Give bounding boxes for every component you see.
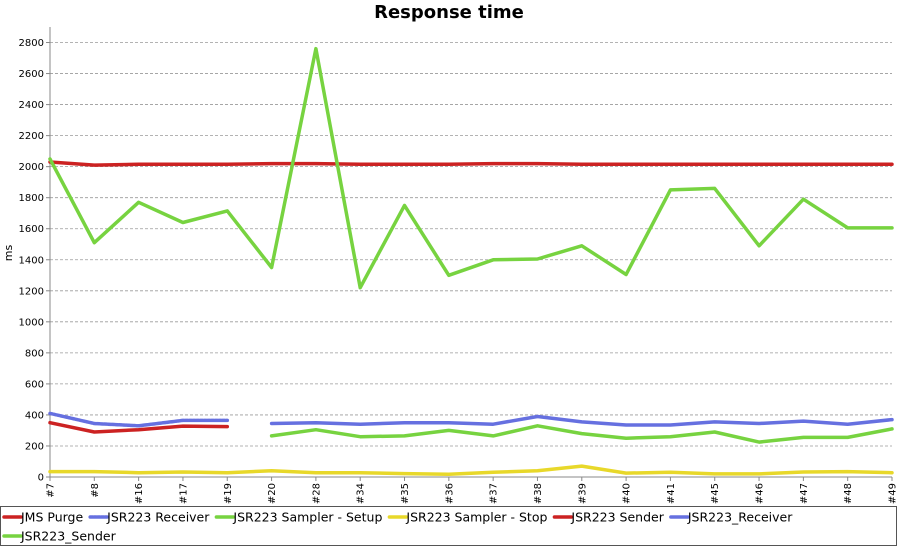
legend-label: JSR223 Receiver bbox=[106, 510, 210, 525]
y-tick-label: 2000 bbox=[19, 162, 44, 173]
legend-label: JSR223 Sampler - Stop bbox=[405, 510, 547, 525]
legend-item: JMS Purge bbox=[2, 510, 83, 525]
legend-item: JSR223 Receiver bbox=[88, 510, 210, 525]
x-tick-label: #39 bbox=[577, 483, 588, 504]
series-line bbox=[48, 411, 230, 428]
series-line bbox=[48, 420, 230, 434]
series-line bbox=[48, 464, 894, 476]
series-jsr223-sampler-setup bbox=[269, 424, 894, 444]
y-tick-label: 1800 bbox=[19, 193, 44, 204]
x-tick-label: #41 bbox=[666, 483, 677, 504]
y-tick-label: 1200 bbox=[19, 286, 44, 297]
y-tick-label: 800 bbox=[25, 348, 44, 359]
series-line bbox=[269, 424, 894, 444]
series-jsr223-receiver bbox=[269, 414, 894, 427]
x-tick-label: #28 bbox=[311, 483, 322, 504]
x-tick-label: #45 bbox=[710, 483, 721, 504]
y-axis-label: ms bbox=[2, 245, 15, 262]
y-tick-label: 0 bbox=[38, 473, 44, 484]
x-tick-label: #48 bbox=[843, 483, 854, 504]
chart-title: Response time bbox=[374, 2, 524, 23]
x-tick-label: #35 bbox=[400, 483, 411, 504]
legend-item: JSR223 Sampler - Stop bbox=[387, 510, 547, 525]
y-tick-label: 1400 bbox=[19, 255, 44, 266]
legend: JMS Purge JSR223 Receiver JSR223 Sampler -… bbox=[0, 506, 897, 546]
series-jsr223-sampler-stop bbox=[48, 464, 894, 476]
y-tick-label: 400 bbox=[25, 410, 44, 421]
legend-label: JSR223_Receiver bbox=[687, 510, 793, 525]
x-tick-label: #19 bbox=[223, 483, 234, 504]
x-tick-label: #37 bbox=[489, 483, 500, 504]
x-tick-label: #47 bbox=[799, 483, 810, 504]
legend-label: JSR223_Sender bbox=[20, 529, 117, 544]
x-tick-label: #8 bbox=[90, 483, 101, 498]
series-lines bbox=[48, 46, 894, 476]
y-tick-label: 2600 bbox=[19, 69, 44, 80]
legend-item: JSR223_Receiver bbox=[669, 510, 793, 525]
series-jsr223-receiver bbox=[48, 411, 230, 428]
y-tick-label: 2800 bbox=[19, 38, 44, 49]
y-tick-label: 2200 bbox=[19, 131, 44, 142]
x-tick-label: #7 bbox=[46, 483, 57, 498]
series-jms-purge bbox=[48, 420, 230, 434]
x-tick-label: #20 bbox=[267, 483, 278, 504]
series-line bbox=[48, 46, 894, 290]
x-tick-label: #49 bbox=[888, 483, 898, 504]
y-tick-label: 1000 bbox=[19, 317, 44, 328]
legend-label: JMS Purge bbox=[20, 510, 83, 525]
x-tick-label: #16 bbox=[134, 483, 145, 504]
series-jsr223-sender bbox=[48, 160, 894, 167]
y-tick-label: 600 bbox=[25, 379, 44, 390]
legend-label: JSR223 Sender bbox=[570, 510, 664, 525]
y-tick-label: 1600 bbox=[19, 224, 44, 235]
series-line bbox=[269, 414, 894, 427]
grid-lines bbox=[50, 42, 892, 447]
legend-item: JSR223_Sender bbox=[2, 529, 117, 544]
legend-box bbox=[0, 506, 897, 546]
legend-label: JSR223 Sampler - Setup bbox=[232, 510, 382, 525]
x-tick-label: #46 bbox=[755, 483, 766, 504]
axes: 0 200 400 600 800 1000 1200 1400 1600 1800 2000 220… bbox=[19, 27, 898, 504]
y-tick-label: 200 bbox=[25, 441, 44, 452]
legend-item: JSR223 Sender bbox=[552, 510, 665, 525]
x-tick-label: #40 bbox=[622, 483, 633, 504]
x-tick-label: #38 bbox=[533, 483, 544, 504]
series-jsr223-sender bbox=[48, 46, 894, 290]
x-tick-label: #36 bbox=[444, 483, 455, 504]
y-tick-label: 2400 bbox=[19, 100, 44, 111]
legend-item: JSR223 Sampler - Setup bbox=[214, 510, 382, 525]
series-line bbox=[48, 160, 894, 167]
x-tick-label: #17 bbox=[178, 483, 189, 504]
x-tick-label: #34 bbox=[356, 483, 367, 504]
